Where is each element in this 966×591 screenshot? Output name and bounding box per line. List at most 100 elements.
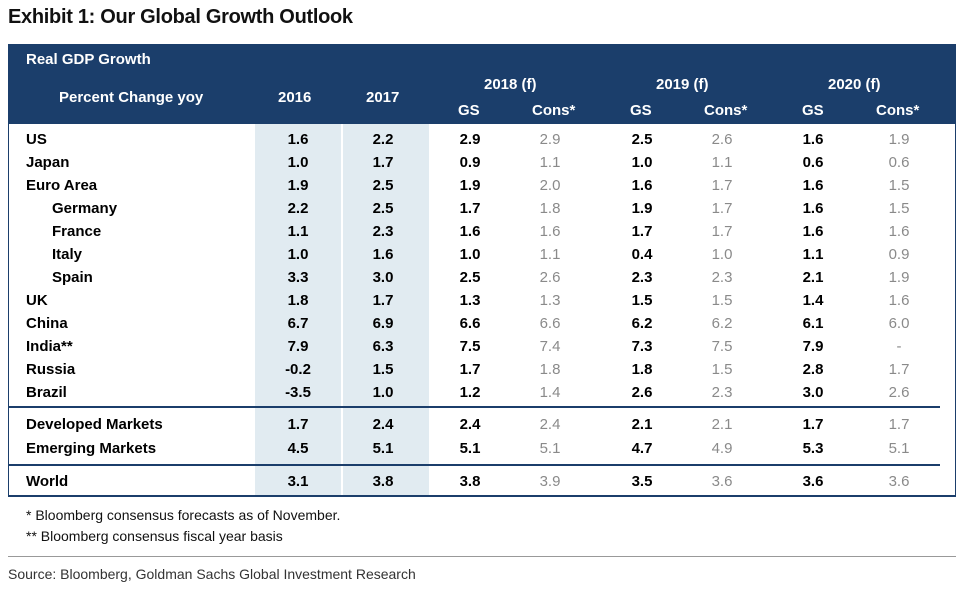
gdp-value: 2.5 bbox=[372, 177, 394, 194]
consensus-value: 1.5 bbox=[711, 361, 733, 378]
gdp-value: 1.1 bbox=[287, 223, 309, 240]
consensus-value: 2.4 bbox=[539, 416, 561, 433]
consensus-value: 2.3 bbox=[711, 384, 733, 401]
gdp-value: 1.9 bbox=[631, 200, 653, 217]
gdp-value: 2.5 bbox=[372, 200, 394, 217]
gdp-value: 5.1 bbox=[372, 440, 394, 457]
consensus-value: 1.9 bbox=[888, 131, 910, 148]
consensus-value: 1.7 bbox=[711, 177, 733, 194]
consensus-value: 5.1 bbox=[539, 440, 561, 457]
divider-line bbox=[8, 464, 940, 466]
gdp-value: 1.0 bbox=[287, 154, 309, 171]
consensus-value: 1.6 bbox=[539, 223, 561, 240]
row-label: Euro Area bbox=[26, 177, 98, 194]
consensus-value: - bbox=[896, 338, 902, 355]
gdp-value: 5.1 bbox=[459, 440, 481, 457]
gdp-value: 2.3 bbox=[631, 269, 653, 286]
consensus-value: 2.6 bbox=[888, 384, 910, 401]
consensus-value: 2.1 bbox=[711, 416, 733, 433]
gdp-value: 6.1 bbox=[802, 315, 824, 332]
gdp-value: 1.6 bbox=[802, 131, 824, 148]
gdp-value: 2.2 bbox=[287, 200, 309, 217]
gdp-value: 0.9 bbox=[459, 154, 481, 171]
gdp-value: 1.7 bbox=[287, 416, 309, 433]
gdp-value: 6.6 bbox=[459, 315, 481, 332]
header-section-label: Real GDP Growth bbox=[26, 51, 151, 68]
gdp-value: 2.8 bbox=[802, 361, 824, 378]
gdp-value: 1.6 bbox=[372, 246, 394, 263]
gdp-value: 2.1 bbox=[631, 416, 653, 433]
row-label: Japan bbox=[26, 154, 70, 171]
row-label: China bbox=[26, 315, 68, 332]
row-label: Russia bbox=[26, 361, 76, 378]
consensus-value: 3.6 bbox=[711, 473, 733, 490]
consensus-value: 1.5 bbox=[711, 292, 733, 309]
table-row: Euro Area 1.9 2.5 1.9 2.0 1.6 1.7 1.6 1.5 bbox=[0, 177, 966, 200]
consensus-value: 7.4 bbox=[539, 338, 561, 355]
gdp-value: 2.5 bbox=[631, 131, 653, 148]
gdp-value: 7.9 bbox=[802, 338, 824, 355]
gdp-value: 5.3 bbox=[802, 440, 824, 457]
table-row: Brazil -3.5 1.0 1.2 1.4 2.6 2.3 3.0 2.6 bbox=[0, 384, 966, 407]
row-label: Emerging Markets bbox=[26, 440, 157, 457]
gdp-value: 1.6 bbox=[802, 177, 824, 194]
divider-line bbox=[8, 406, 940, 408]
header-cons-2018: Cons* bbox=[532, 102, 576, 119]
table-row: Japan 1.0 1.7 0.9 1.1 1.0 1.1 0.6 0.6 bbox=[0, 154, 966, 177]
gdp-value: 1.7 bbox=[459, 200, 481, 217]
consensus-value: 1.6 bbox=[888, 292, 910, 309]
consensus-value: 2.9 bbox=[539, 131, 561, 148]
consensus-value: 2.6 bbox=[539, 269, 561, 286]
consensus-value: 1.7 bbox=[711, 223, 733, 240]
row-label: Spain bbox=[52, 269, 93, 286]
consensus-value: 7.5 bbox=[711, 338, 733, 355]
gdp-value: 1.7 bbox=[372, 154, 394, 171]
header-2017: 2017 bbox=[366, 89, 400, 106]
footnote-2: ** Bloomberg consensus fiscal year basis bbox=[26, 528, 283, 544]
consensus-value: 1.3 bbox=[539, 292, 561, 309]
gdp-value: 1.2 bbox=[459, 384, 481, 401]
table-row: US 1.6 2.2 2.9 2.9 2.5 2.6 1.6 1.9 bbox=[0, 131, 966, 154]
gdp-value: 1.4 bbox=[802, 292, 824, 309]
shade-2017-column bbox=[343, 124, 429, 495]
gdp-value: 0.4 bbox=[631, 246, 653, 263]
consensus-value: 5.1 bbox=[888, 440, 910, 457]
table-row: UK 1.8 1.7 1.3 1.3 1.5 1.5 1.4 1.6 bbox=[0, 292, 966, 315]
header-subtitle: Percent Change yoy bbox=[59, 89, 204, 106]
table-body-frame bbox=[8, 124, 956, 496]
consensus-value: 0.6 bbox=[888, 154, 910, 171]
gdp-value: 1.5 bbox=[631, 292, 653, 309]
gdp-value: 4.7 bbox=[631, 440, 653, 457]
consensus-value: 6.0 bbox=[888, 315, 910, 332]
gdp-value: 1.7 bbox=[631, 223, 653, 240]
footnote-1: * Bloomberg consensus forecasts as of No… bbox=[26, 507, 341, 523]
row-label: World bbox=[26, 473, 69, 490]
consensus-value: 1.1 bbox=[539, 154, 561, 171]
table-row: Russia -0.2 1.5 1.7 1.8 1.8 1.5 2.8 1.7 bbox=[0, 361, 966, 384]
header-cons-2020: Cons* bbox=[876, 102, 920, 119]
gdp-value: 3.8 bbox=[459, 473, 481, 490]
exhibit-title: Exhibit 1: Our Global Growth Outlook bbox=[8, 6, 353, 28]
consensus-value: 0.9 bbox=[888, 246, 910, 263]
consensus-value: 2.0 bbox=[539, 177, 561, 194]
table-row: Developed Markets 1.7 2.4 2.4 2.4 2.1 2.1 1.7 1.… bbox=[0, 416, 966, 439]
gdp-value: 2.4 bbox=[459, 416, 481, 433]
gdp-value: 3.1 bbox=[287, 473, 309, 490]
gdp-value: 2.3 bbox=[372, 223, 394, 240]
gdp-value: 1.6 bbox=[459, 223, 481, 240]
consensus-value: 1.7 bbox=[888, 416, 910, 433]
gdp-value: 2.2 bbox=[372, 131, 394, 148]
gdp-value: 2.5 bbox=[459, 269, 481, 286]
consensus-value: 1.8 bbox=[539, 361, 561, 378]
consensus-value: 1.7 bbox=[711, 200, 733, 217]
gdp-value: 1.6 bbox=[802, 200, 824, 217]
gdp-value: 1.0 bbox=[459, 246, 481, 263]
table-row: Italy 1.0 1.6 1.0 1.1 0.4 1.0 1.1 0.9 bbox=[0, 246, 966, 269]
gdp-value: -3.5 bbox=[285, 384, 311, 401]
consensus-value: 1.6 bbox=[888, 223, 910, 240]
table-row: World 3.1 3.8 3.8 3.9 3.5 3.6 3.6 3.6 bbox=[0, 473, 966, 496]
header-2016: 2016 bbox=[278, 89, 312, 106]
gdp-value: 1.9 bbox=[459, 177, 481, 194]
consensus-value: 2.3 bbox=[711, 269, 733, 286]
row-label: Brazil bbox=[26, 384, 67, 401]
